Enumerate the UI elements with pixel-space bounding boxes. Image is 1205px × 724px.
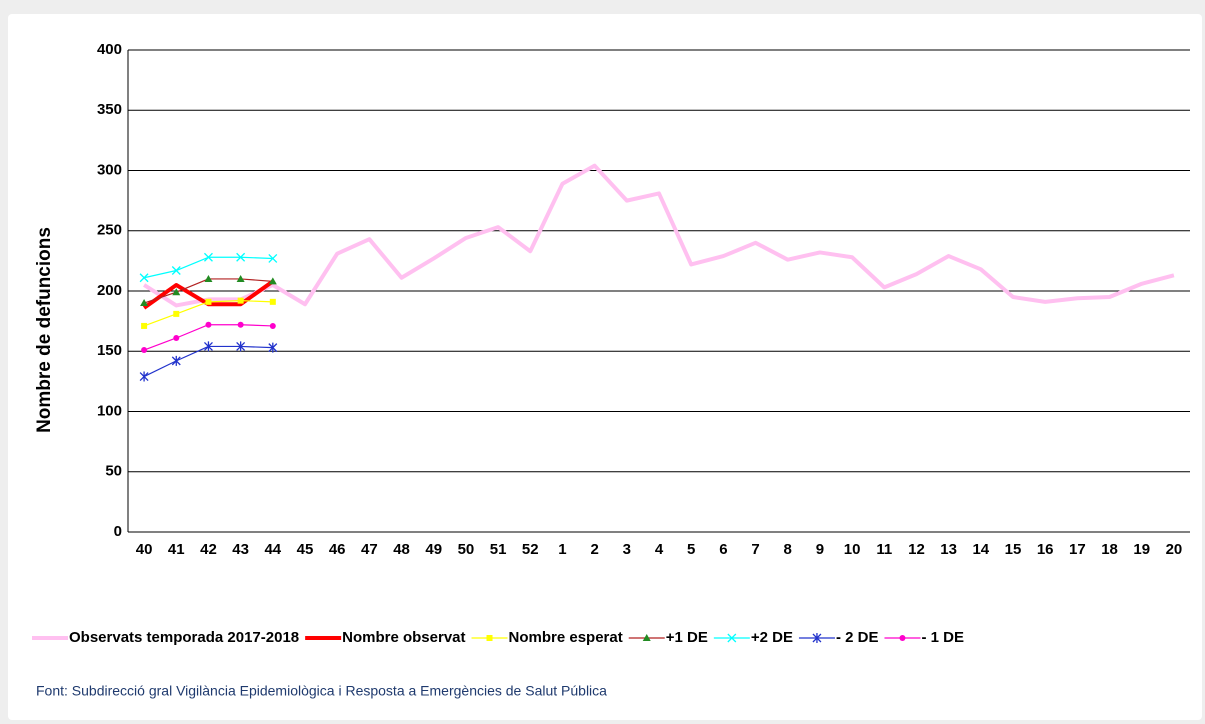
x-tick-label: 17	[1069, 541, 1086, 558]
marker	[236, 252, 246, 262]
x-tick-label: 10	[844, 541, 861, 558]
series	[143, 163, 1175, 308]
y-tick-label: 200	[97, 282, 122, 299]
marker	[205, 321, 212, 328]
marker	[727, 633, 737, 643]
series	[139, 252, 278, 283]
x-tick-label: 48	[393, 541, 410, 558]
marker	[205, 298, 212, 305]
marker	[486, 635, 493, 641]
legend-label: Nombre observat	[342, 629, 465, 646]
x-tick-label: 12	[908, 541, 925, 558]
marker	[642, 634, 651, 641]
marker	[236, 341, 246, 352]
marker	[236, 274, 245, 282]
legend-label: Observats temporada 2017-2018	[69, 629, 299, 646]
marker	[173, 334, 180, 341]
marker	[141, 347, 148, 354]
y-tick-label: 400	[97, 41, 122, 58]
x-tick-label: 43	[232, 541, 249, 558]
x-tick-label: 49	[425, 541, 442, 558]
marker	[171, 266, 181, 275]
marker	[139, 273, 149, 283]
marker	[173, 310, 180, 317]
x-tick-label: 41	[168, 541, 185, 558]
x-tick-label: 15	[1005, 541, 1022, 558]
x-tick-label: 13	[940, 541, 957, 558]
y-tick-label: 150	[97, 342, 122, 359]
x-tick-label: 47	[361, 541, 378, 558]
y-tick-label: 250	[97, 222, 122, 239]
marker	[812, 633, 822, 643]
marker	[172, 288, 181, 296]
x-tick-label: 2	[590, 541, 598, 558]
legend-label: - 2 DE	[836, 629, 879, 646]
x-tick-label: 7	[751, 541, 759, 558]
x-tick-label: 4	[655, 541, 664, 558]
marker	[139, 371, 149, 382]
marker	[204, 274, 213, 282]
x-tick-label: 44	[264, 541, 281, 558]
series	[140, 274, 277, 307]
legend-label: +2 DE	[751, 629, 793, 646]
marker	[899, 635, 906, 641]
legend-label: - 1 DE	[921, 629, 964, 646]
x-tick-label: 51	[490, 541, 507, 558]
marker	[269, 298, 276, 305]
x-tick-label: 5	[687, 541, 695, 558]
marker	[141, 322, 148, 329]
marker	[140, 299, 149, 307]
x-tick-label: 46	[329, 541, 346, 558]
y-tick-label: 300	[97, 161, 122, 178]
series	[139, 341, 278, 382]
x-tick-label: 52	[522, 541, 539, 558]
x-tick-label: 18	[1101, 541, 1118, 558]
x-tick-label: 6	[719, 541, 727, 558]
legend-label: +1 DE	[666, 629, 708, 646]
series-line	[143, 163, 1175, 308]
y-axis-label: Nombre de defuncions	[34, 227, 55, 433]
marker	[268, 277, 277, 285]
y-tick-label: 100	[97, 402, 122, 419]
x-tick-label: 9	[816, 541, 824, 558]
x-tick-label: 45	[297, 541, 314, 558]
x-tick-label: 16	[1037, 541, 1054, 558]
x-tick-label: 50	[458, 541, 475, 558]
marker	[203, 252, 213, 262]
y-tick-label: 0	[114, 523, 122, 540]
panel	[8, 14, 1202, 720]
marker	[268, 342, 278, 353]
y-tick-label: 350	[97, 101, 122, 118]
marker	[237, 321, 244, 328]
x-tick-label: 11	[876, 541, 892, 558]
x-tick-label: 42	[200, 541, 217, 558]
x-tick-label: 19	[1133, 541, 1150, 558]
marker	[237, 297, 244, 304]
x-tick-label: 20	[1166, 541, 1183, 558]
source: Font: Subdirecció gral Vigilància Epidem…	[36, 683, 607, 699]
x-tick-label: 1	[558, 541, 566, 558]
marker	[268, 254, 278, 263]
x-tick-label: 3	[623, 541, 631, 558]
series	[141, 297, 276, 329]
marker	[203, 341, 213, 352]
marker	[171, 355, 181, 366]
x-tick-label: 14	[972, 541, 989, 558]
marker	[269, 322, 276, 329]
series	[141, 321, 276, 354]
x-tick-label: 8	[784, 541, 792, 558]
y-tick-label: 50	[105, 463, 122, 480]
legend-label: Nombre esperat	[509, 629, 623, 646]
x-tick-label: 40	[136, 541, 153, 558]
